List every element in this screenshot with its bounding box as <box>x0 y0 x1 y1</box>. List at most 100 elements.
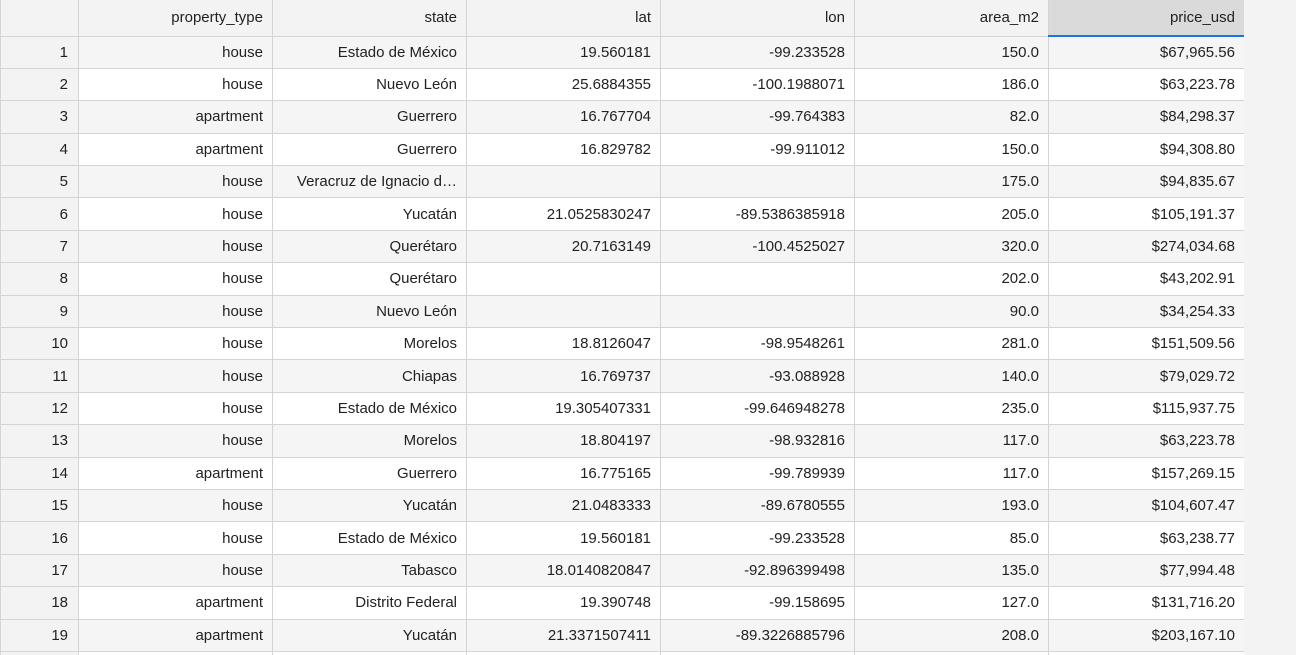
cell-lat[interactable]: 19.305407331 <box>466 391 661 426</box>
row-number[interactable]: 16 <box>0 521 79 555</box>
table-row[interactable]: 2 house Nuevo León 25.6884355 -100.1988071 18… <box>0 67 1244 102</box>
table-row[interactable]: 8 house Querétaro 202.0 $43,202.91 <box>0 262 1244 296</box>
cell-area-m2[interactable]: 320.0 <box>854 229 1049 264</box>
cell-lon[interactable]: -99.158695 <box>660 586 855 620</box>
cell-property-type[interactable]: house <box>78 165 273 199</box>
cell-lon[interactable] <box>660 650 855 655</box>
cell-property-type[interactable]: house <box>78 391 273 426</box>
table-row[interactable]: 4 apartment Guerrero 16.829782 -99.911012 150… <box>0 132 1244 167</box>
row-number[interactable]: 19 <box>0 618 79 652</box>
cell-area-m2[interactable]: 150.0 <box>854 132 1049 167</box>
row-number[interactable]: 6 <box>0 197 79 231</box>
cell-lon[interactable] <box>660 165 855 199</box>
cell-price-usd[interactable]: $203,167.10 <box>1048 618 1244 652</box>
row-number[interactable]: 7 <box>0 229 79 264</box>
table-row[interactable]: 7 house Querétaro 20.7163149 -100.4525027 320… <box>0 229 1244 264</box>
table-row[interactable]: 14 apartment Guerrero 16.775165 -99.789939 11… <box>0 456 1244 490</box>
cell-area-m2[interactable]: 281.0 <box>854 327 1049 361</box>
cell-lon[interactable]: -99.764383 <box>660 100 855 134</box>
cell-property-type[interactable]: house <box>78 553 273 588</box>
cell-lon[interactable]: -99.233528 <box>660 35 855 69</box>
cell-state[interactable]: Estado de México <box>272 521 467 555</box>
row-number[interactable]: 10 <box>0 327 79 361</box>
cell-lat[interactable]: 21.0483333 <box>466 488 661 523</box>
table-row[interactable]: 13 house Morelos 18.804197 -98.932816 117.0 $6… <box>0 424 1244 458</box>
cell-area-m2[interactable]: 117.0 <box>854 424 1049 458</box>
cell-area-m2[interactable]: 150.0 <box>854 35 1049 69</box>
cell-lat[interactable]: 21.0525830247 <box>466 197 661 231</box>
cell-property-type[interactable]: apartment <box>78 100 273 134</box>
cell-lat[interactable]: 16.767704 <box>466 100 661 134</box>
table-row[interactable]: 1 house Estado de México 19.560181 -99.23352… <box>0 35 1244 69</box>
cell-area-m2[interactable]: 186.0 <box>854 67 1049 102</box>
row-number[interactable]: 1 <box>0 35 79 69</box>
cell-area-m2[interactable]: 82.0 <box>854 100 1049 134</box>
cell-state[interactable]: Yucatán <box>272 197 467 231</box>
table-row[interactable]: 6 house Yucatán 21.0525830247 -89.5386385918… <box>0 197 1244 231</box>
cell-area-m2[interactable]: 208.0 <box>854 618 1049 652</box>
cell-property-type[interactable]: house <box>78 424 273 458</box>
table-row[interactable]: 20 <box>0 650 1244 655</box>
cell-property-type[interactable]: apartment <box>78 618 273 652</box>
cell-lat[interactable]: 16.775165 <box>466 456 661 490</box>
cell-property-type[interactable]: apartment <box>78 586 273 620</box>
cell-lat[interactable]: 16.769737 <box>466 359 661 393</box>
cell-price-usd[interactable]: $157,269.15 <box>1048 456 1244 490</box>
cell-property-type[interactable]: house <box>78 294 273 329</box>
cell-price-usd[interactable]: $94,835.67 <box>1048 165 1244 199</box>
cell-lon[interactable]: -89.3226885796 <box>660 618 855 652</box>
table-row[interactable]: 12 house Estado de México 19.305407331 -99.6… <box>0 391 1244 426</box>
cell-lon[interactable]: -99.911012 <box>660 132 855 167</box>
cell-state[interactable]: Morelos <box>272 424 467 458</box>
table-row[interactable]: 5 house Veracruz de Ignacio d… 175.0 $94,835… <box>0 165 1244 199</box>
cell-price-usd[interactable]: $43,202.91 <box>1048 262 1244 296</box>
cell-lat[interactable]: 19.390748 <box>466 586 661 620</box>
cell-price-usd[interactable]: $67,965.56 <box>1048 35 1244 69</box>
table-row[interactable]: 16 house Estado de México 19.560181 -99.2335… <box>0 521 1244 555</box>
cell-lat[interactable]: 16.829782 <box>466 132 661 167</box>
cell-state[interactable]: Tabasco <box>272 553 467 588</box>
cell-price-usd[interactable]: $104,607.47 <box>1048 488 1244 523</box>
table-row[interactable]: 9 house Nuevo León 90.0 $34,254.33 <box>0 294 1244 329</box>
cell-price-usd[interactable]: $274,034.68 <box>1048 229 1244 264</box>
cell-area-m2[interactable]: 85.0 <box>854 521 1049 555</box>
cell-price-usd[interactable]: $115,937.75 <box>1048 391 1244 426</box>
column-header-area-m2[interactable]: area_m2 <box>854 0 1049 37</box>
table-row[interactable]: 18 apartment Distrito Federal 19.390748 -99.… <box>0 586 1244 620</box>
cell-price-usd[interactable]: $84,298.37 <box>1048 100 1244 134</box>
cell-area-m2[interactable]: 127.0 <box>854 586 1049 620</box>
cell-area-m2[interactable]: 135.0 <box>854 553 1049 588</box>
cell-price-usd[interactable]: $77,994.48 <box>1048 553 1244 588</box>
cell-lon[interactable]: -100.1988071 <box>660 67 855 102</box>
cell-price-usd[interactable]: $131,716.20 <box>1048 586 1244 620</box>
cell-state[interactable]: Querétaro <box>272 229 467 264</box>
cell-lat[interactable] <box>466 165 661 199</box>
cell-property-type[interactable]: house <box>78 229 273 264</box>
cell-price-usd[interactable]: $34,254.33 <box>1048 294 1244 329</box>
cell-property-type[interactable]: house <box>78 359 273 393</box>
cell-property-type[interactable]: apartment <box>78 132 273 167</box>
cell-property-type[interactable]: apartment <box>78 456 273 490</box>
row-number[interactable]: 8 <box>0 262 79 296</box>
cell-area-m2[interactable]: 202.0 <box>854 262 1049 296</box>
column-header-lon[interactable]: lon <box>660 0 855 37</box>
column-header-price-usd[interactable]: price_usd <box>1048 0 1244 37</box>
cell-property-type[interactable]: house <box>78 327 273 361</box>
row-number[interactable]: 11 <box>0 359 79 393</box>
cell-state[interactable]: Guerrero <box>272 100 467 134</box>
table-row[interactable]: 15 house Yucatán 21.0483333 -89.6780555 193.0… <box>0 488 1244 523</box>
cell-lon[interactable]: -98.932816 <box>660 424 855 458</box>
cell-state[interactable]: Guerrero <box>272 456 467 490</box>
cell-price-usd[interactable]: $79,029.72 <box>1048 359 1244 393</box>
cell-price-usd[interactable] <box>1048 650 1244 655</box>
cell-lat[interactable]: 19.560181 <box>466 35 661 69</box>
cell-lat[interactable]: 19.560181 <box>466 521 661 555</box>
cell-lat[interactable]: 18.8126047 <box>466 327 661 361</box>
cell-state[interactable]: Nuevo León <box>272 294 467 329</box>
cell-lon[interactable] <box>660 262 855 296</box>
table-row[interactable]: 19 apartment Yucatán 21.3371507411 -89.32268… <box>0 618 1244 652</box>
table-row[interactable]: 10 house Morelos 18.8126047 -98.9548261 281.0… <box>0 327 1244 361</box>
cell-price-usd[interactable]: $63,223.78 <box>1048 424 1244 458</box>
row-number[interactable]: 15 <box>0 488 79 523</box>
cell-lon[interactable]: -100.4525027 <box>660 229 855 264</box>
